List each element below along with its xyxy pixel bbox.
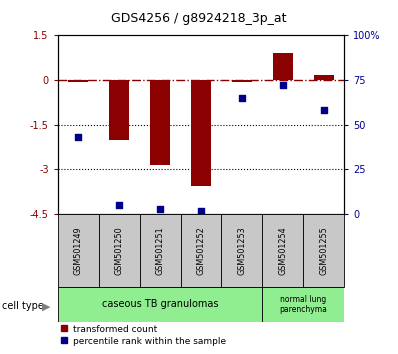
Bar (150, 80, 170, 165)
Text: cell type: cell type (2, 301, 44, 311)
Point (321, 108, 327, 113)
Legend: transformed count, percentile rank within the sample: transformed count, percentile rank withi… (56, 321, 230, 349)
Point (75, 135, 81, 140)
Text: GSM501251: GSM501251 (156, 226, 164, 275)
Text: caseous TB granulomas: caseous TB granulomas (102, 299, 218, 309)
Text: ▶: ▶ (41, 301, 50, 311)
Bar (232, 80, 252, 81)
Bar (273, 53, 293, 80)
Bar (140, 214, 181, 287)
Bar (262, 287, 344, 322)
Bar (303, 214, 344, 287)
Text: normal lung
parenchyma: normal lung parenchyma (279, 295, 327, 314)
Point (198, 208, 204, 213)
Bar (221, 214, 262, 287)
Text: GSM501249: GSM501249 (74, 226, 83, 275)
Point (239, 95, 245, 101)
Bar (314, 75, 334, 80)
Text: GSM501254: GSM501254 (278, 226, 287, 275)
Text: GSM501255: GSM501255 (319, 226, 328, 275)
Point (157, 206, 163, 212)
Bar (68, 80, 88, 81)
Bar (109, 80, 129, 140)
Text: GDS4256 / g8924218_3p_at: GDS4256 / g8924218_3p_at (111, 12, 287, 25)
Bar (262, 214, 303, 287)
Bar (191, 80, 211, 186)
Text: GSM501252: GSM501252 (197, 226, 205, 275)
Bar (99, 214, 140, 287)
Point (116, 202, 122, 208)
Bar (181, 214, 221, 287)
Point (280, 82, 286, 88)
Text: GSM501250: GSM501250 (115, 226, 124, 275)
Bar (58, 214, 99, 287)
Text: GSM501253: GSM501253 (238, 226, 246, 275)
Bar (58, 287, 262, 322)
